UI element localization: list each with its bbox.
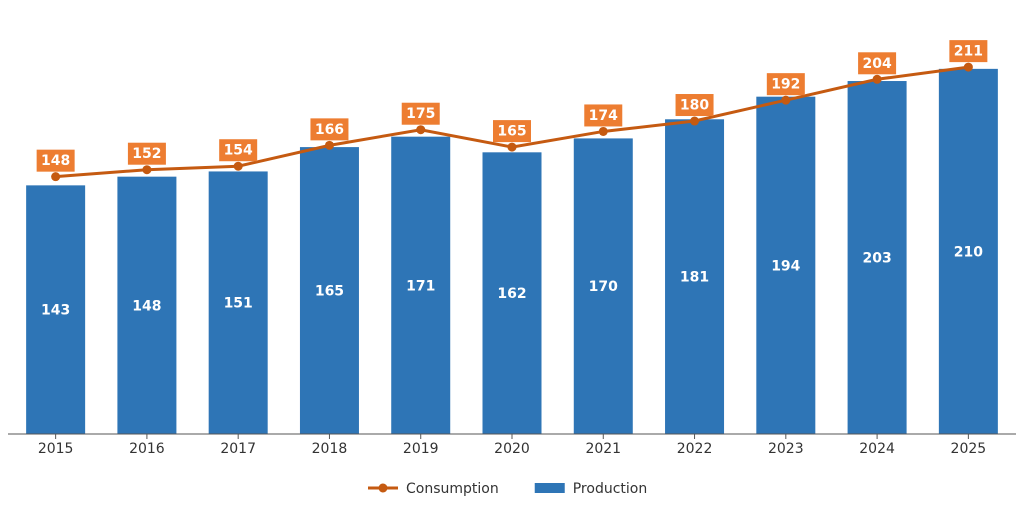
- bar-value-label: 194: [771, 258, 800, 274]
- bar-value-label: 203: [862, 251, 891, 267]
- legend: Consumption Production: [368, 481, 647, 497]
- bar: [299, 147, 359, 434]
- value-label-box: [675, 94, 714, 117]
- line-point: [51, 172, 61, 182]
- x-tick-label: 2015: [38, 441, 74, 457]
- x-tick-label: 2020: [494, 441, 530, 457]
- value-label-box: [310, 118, 349, 141]
- line-point: [872, 74, 882, 84]
- line-value-label: 204: [862, 56, 891, 72]
- x-tick-label: 2018: [312, 441, 348, 457]
- value-label-box: [493, 120, 531, 143]
- bar: [208, 171, 268, 435]
- line-point: [507, 142, 517, 152]
- x-tick-label: 2023: [768, 441, 804, 457]
- bar: [26, 185, 86, 434]
- line-value-label: 180: [680, 98, 709, 114]
- bar: [847, 81, 907, 435]
- bar-value-label: 148: [132, 298, 161, 314]
- line-point: [142, 165, 152, 175]
- line-point: [598, 126, 608, 136]
- line-value-label: 152: [132, 146, 161, 162]
- value-label-box: [949, 40, 988, 63]
- bar-value-label: 181: [680, 270, 709, 286]
- legend-label: Consumption: [406, 481, 499, 497]
- line-point: [690, 116, 700, 126]
- bar-value-label: 151: [224, 296, 253, 312]
- value-label-box: [219, 139, 258, 162]
- bar-value-label: 210: [954, 244, 983, 260]
- line-value-label: 174: [589, 108, 618, 124]
- value-label-box: [36, 149, 75, 172]
- bar: [665, 119, 725, 435]
- bar: [938, 68, 998, 434]
- x-tick-label: 2016: [129, 441, 165, 457]
- bar-value-label: 171: [406, 278, 435, 294]
- x-tick-label: 2021: [585, 441, 621, 457]
- line-value-label: 165: [497, 124, 526, 140]
- bar-value-label: 162: [497, 286, 526, 302]
- line-value-label: 148: [41, 153, 70, 169]
- value-label-box: [858, 52, 897, 75]
- line-value-label: 166: [315, 122, 344, 138]
- line-point: [324, 140, 334, 150]
- x-tick-label: 2025: [951, 441, 987, 457]
- line-point: [963, 62, 973, 72]
- legend-label: Production: [573, 481, 647, 497]
- line-value-label: 192: [771, 77, 800, 93]
- line-point: [781, 95, 791, 105]
- bar: [117, 176, 177, 434]
- bar: [391, 136, 451, 435]
- value-label-box: [584, 104, 623, 127]
- bar: [573, 138, 633, 435]
- x-tick-label: 2017: [220, 441, 256, 457]
- bar-value-label: 170: [589, 279, 618, 295]
- legend-swatch: [534, 483, 565, 493]
- line-value-label: 154: [224, 143, 253, 159]
- bar-value-label: 143: [41, 303, 70, 319]
- bar: [756, 96, 816, 434]
- value-label-box: [401, 102, 440, 125]
- x-tick-label: 2022: [677, 441, 713, 457]
- bar-value-label: 165: [315, 284, 344, 300]
- legend-marker: [378, 483, 388, 493]
- x-tick-label: 2024: [859, 441, 895, 457]
- line-value-label: 211: [954, 44, 983, 60]
- line-point: [233, 161, 243, 171]
- value-label-box: [127, 142, 166, 165]
- bar: [482, 152, 542, 435]
- value-label-box: [766, 73, 805, 96]
- line-value-label: 175: [406, 106, 435, 122]
- x-tick-label: 2019: [403, 441, 439, 457]
- line-point: [416, 125, 426, 135]
